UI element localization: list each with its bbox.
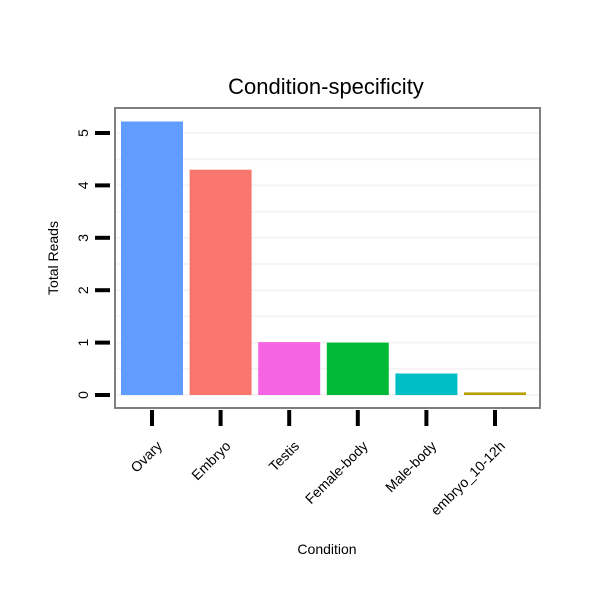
bar-ovary [121, 121, 183, 395]
y-axis: 0 1 2 3 4 5 [75, 129, 110, 399]
bars [121, 121, 526, 395]
y-tick-label: 1 [75, 338, 91, 346]
bar-male-body [395, 373, 458, 395]
y-tick-label: 5 [75, 129, 91, 137]
bar-embryo [189, 169, 252, 395]
x-axis-label: Condition [297, 541, 356, 557]
y-tick-label: 4 [75, 181, 91, 189]
y-tick-label: 3 [75, 234, 91, 242]
plot-panel [114, 107, 541, 409]
y-tick-label: 2 [75, 286, 91, 294]
bar-testis [258, 342, 321, 395]
chart-title: Condition-specificity [228, 74, 424, 99]
bar-female-body [326, 342, 389, 395]
bar-embryo-10-12h [464, 392, 526, 395]
y-axis-label: Total Reads [45, 221, 61, 295]
y-tick-label: 0 [75, 391, 91, 399]
